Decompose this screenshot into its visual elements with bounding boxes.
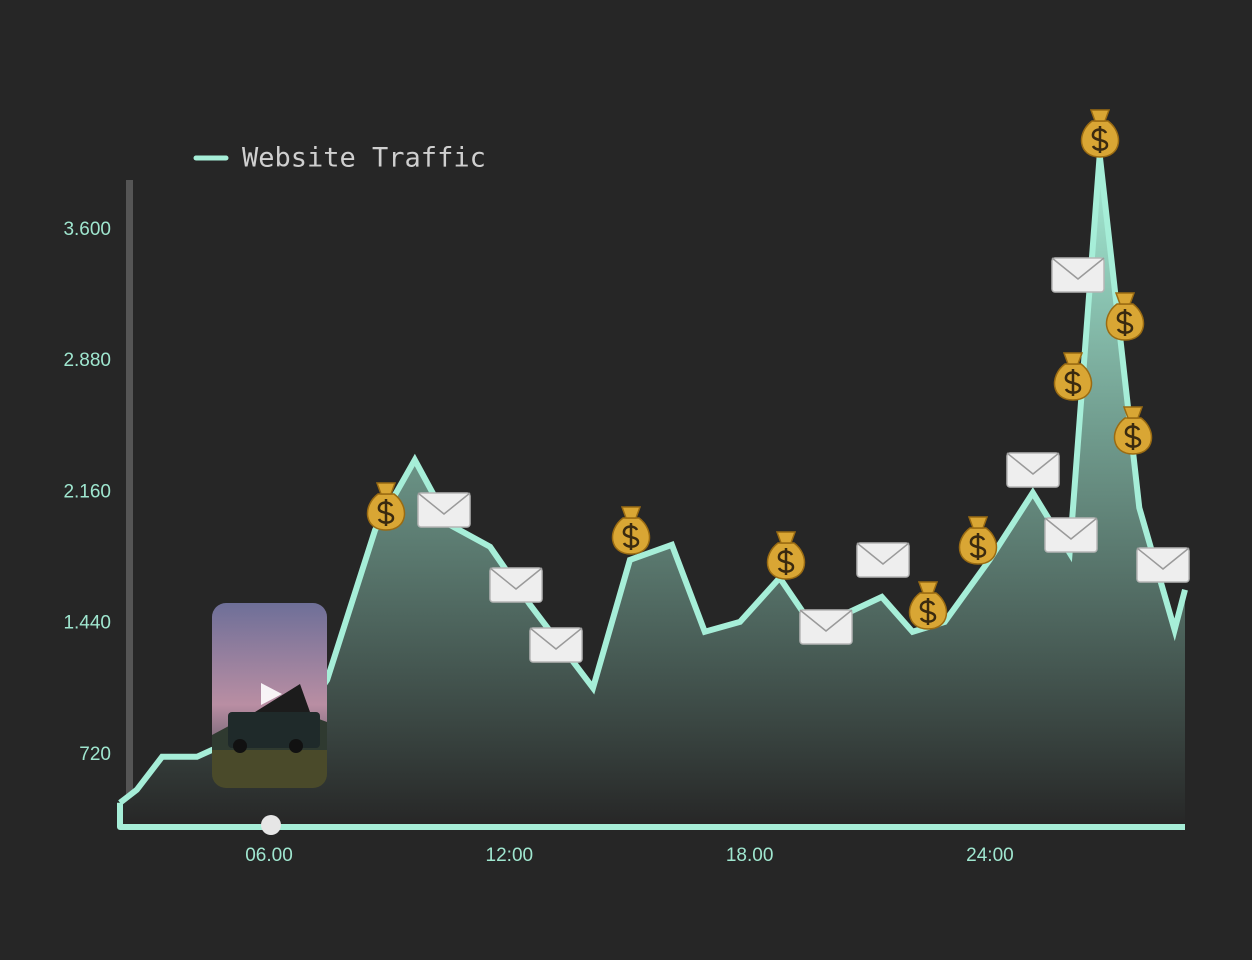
wheel xyxy=(289,739,303,753)
envelope-flap xyxy=(799,609,853,632)
envelope-body xyxy=(799,609,853,645)
money-bag-icon xyxy=(766,531,806,580)
money-bag-icon xyxy=(1105,292,1145,341)
money-bag-icon xyxy=(1080,109,1120,158)
envelope-flap xyxy=(856,542,910,565)
y-tick-label: 2.880 xyxy=(63,350,111,371)
bag-top xyxy=(375,482,397,495)
bag-sign xyxy=(919,598,937,625)
envelope-icon xyxy=(417,492,471,528)
envelope-body xyxy=(1006,452,1060,488)
envelope-icon xyxy=(1051,257,1105,293)
envelope-icon xyxy=(1044,517,1098,553)
bag-sign xyxy=(1091,126,1109,153)
envelope-flap xyxy=(1006,452,1060,475)
bag-top xyxy=(1062,352,1084,365)
x-tick-label: 18.00 xyxy=(726,845,774,866)
y-tick-label: 1.440 xyxy=(63,613,111,634)
vehicle xyxy=(228,712,320,748)
envelope-body xyxy=(856,542,910,578)
bag-top xyxy=(1122,406,1144,419)
x-tick-label: 24:00 xyxy=(966,845,1014,866)
bag-sign xyxy=(1124,423,1142,450)
money-bag-icon xyxy=(366,482,406,531)
envelope-flap xyxy=(1136,547,1190,570)
envelope-flap xyxy=(489,567,543,590)
y-axis-bar xyxy=(126,180,133,830)
play-icon[interactable] xyxy=(261,683,282,705)
bag-sign xyxy=(1064,369,1082,396)
envelope-icon xyxy=(799,609,853,645)
bag-sign xyxy=(777,548,795,575)
envelope-body xyxy=(1051,257,1105,293)
money-bag-icon xyxy=(1053,352,1093,401)
money-bag-icon xyxy=(1113,406,1153,455)
bag-top xyxy=(775,531,797,544)
money-bag-icon xyxy=(958,516,998,565)
bag-top xyxy=(967,516,989,529)
x-tick-label: 12:00 xyxy=(486,845,534,866)
envelope-body xyxy=(1044,517,1098,553)
tent xyxy=(255,684,310,712)
envelope-flap xyxy=(1051,257,1105,280)
video-thumbnail[interactable] xyxy=(212,603,327,788)
envelope-flap xyxy=(417,492,471,515)
y-tick-label: 720 xyxy=(79,744,111,765)
envelope-flap xyxy=(1044,517,1098,540)
envelope-body xyxy=(529,627,583,663)
bag-top xyxy=(620,506,642,519)
envelope-icon xyxy=(1006,452,1060,488)
baseline xyxy=(117,802,1185,830)
bag-sign xyxy=(1116,309,1134,336)
bag-sign xyxy=(622,523,640,550)
bag-top xyxy=(1114,292,1136,305)
envelope-icon xyxy=(529,627,583,663)
envelope-flap xyxy=(529,627,583,650)
y-tick-label: 3.600 xyxy=(63,219,111,240)
x-tick-label: 06.00 xyxy=(245,845,293,866)
money-bag-icon xyxy=(611,506,651,555)
annotations xyxy=(366,109,1190,663)
ground xyxy=(212,750,327,788)
envelope-icon xyxy=(1136,547,1190,583)
envelope-icon xyxy=(489,567,543,603)
y-tick-label: 2.160 xyxy=(63,481,111,502)
bag-top xyxy=(917,581,939,594)
envelope-body xyxy=(417,492,471,528)
envelope-icon xyxy=(856,542,910,578)
legend-label: Website Traffic xyxy=(242,143,486,174)
area-fill xyxy=(120,155,1185,828)
bag-sign xyxy=(969,533,987,560)
wheel xyxy=(233,739,247,753)
envelope-body xyxy=(489,567,543,603)
envelope-body xyxy=(1136,547,1190,583)
slider-handle[interactable] xyxy=(261,815,281,835)
bag-sign xyxy=(377,499,395,526)
money-bag-icon xyxy=(908,581,948,630)
bag-top xyxy=(1089,109,1111,122)
